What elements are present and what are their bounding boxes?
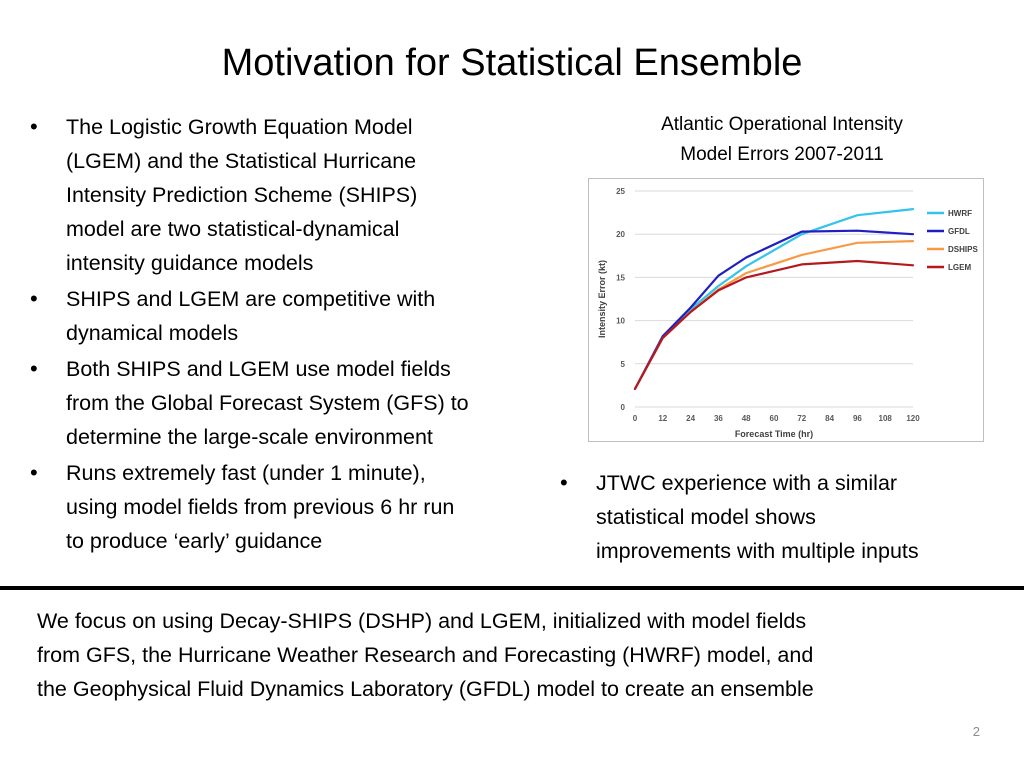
x-tick-label: 12 bbox=[658, 414, 667, 423]
bullet-line: Runs extremely fast (under 1 minute), bbox=[66, 461, 426, 485]
y-tick-label: 0 bbox=[621, 403, 626, 412]
x-tick-label: 48 bbox=[742, 414, 751, 423]
conclusion-text: We focus on using Decay-SHIPS (DSHP) and… bbox=[37, 604, 1012, 706]
bullet-line: The Logistic Growth Equation Model bbox=[66, 115, 413, 139]
chart-caption-line-2: Model Errors 2007-2011 bbox=[680, 144, 884, 165]
left-bullet-list: The Logistic Growth Equation Model (LGEM)… bbox=[24, 110, 554, 560]
chart-caption: Atlantic Operational Intensity Model Err… bbox=[590, 110, 974, 170]
slide-title: Motivation for Statistical Ensemble bbox=[221, 42, 803, 84]
bullet-line: determine the large-scale environment bbox=[66, 425, 433, 449]
x-tick-label: 72 bbox=[797, 414, 806, 423]
series-line-hwrf bbox=[633, 208, 915, 390]
x-tick-label: 36 bbox=[714, 414, 723, 423]
right-bullet: JTWC experience with a similar statistica… bbox=[554, 466, 1014, 568]
x-tick-label: 84 bbox=[825, 414, 834, 423]
bullet-line: (LGEM) and the Statistical Hurricane bbox=[66, 149, 417, 173]
x-tick-label: 60 bbox=[770, 414, 779, 423]
y-axis-label: Intensity Error (kt) bbox=[597, 260, 607, 338]
left-bullet: SHIPS and LGEM are competitive with dynam… bbox=[24, 282, 554, 350]
bullet-line: using model fields from previous 6 hr ru… bbox=[66, 495, 455, 519]
legend-label-lgem: LGEM bbox=[948, 263, 971, 272]
y-tick-label: 25 bbox=[616, 187, 625, 196]
series-line-dships bbox=[633, 239, 915, 390]
right-bullet-list: JTWC experience with a similar statistica… bbox=[554, 466, 1014, 570]
left-bullet: The Logistic Growth Equation Model (LGEM)… bbox=[24, 110, 554, 280]
page-number: 2 bbox=[972, 724, 980, 739]
left-bullet: Both SHIPS and LGEM use model fields from… bbox=[24, 352, 554, 454]
bullet-line: from the Global Forecast System (GFS) to bbox=[66, 391, 469, 415]
bullet-line: to produce ‘early’ guidance bbox=[66, 529, 323, 553]
conclusion-line: We focus on using Decay-SHIPS (DSHP) and… bbox=[37, 609, 807, 633]
y-tick-label: 10 bbox=[616, 317, 625, 326]
conclusion-line: from GFS, the Hurricane Weather Research… bbox=[37, 643, 814, 667]
x-tick-label: 0 bbox=[633, 414, 638, 423]
bullet-line: dynamical models bbox=[66, 321, 239, 345]
chart-caption-line-1: Atlantic Operational Intensity bbox=[661, 114, 903, 135]
x-tick-label: 120 bbox=[906, 414, 920, 423]
bullet-line: SHIPS and LGEM are competitive with bbox=[66, 287, 436, 311]
series-line-gfdl bbox=[633, 229, 915, 390]
x-axis-label: Forecast Time (hr) bbox=[735, 429, 813, 439]
bullet-line: improvements with multiple inputs bbox=[596, 539, 919, 563]
intensity-error-chart: 0 5 10 15 20 25 0 12 24 36 48 60 72 84 96 108 120 Forecas… bbox=[588, 178, 984, 442]
bullet-line: statistical model shows bbox=[596, 505, 816, 529]
conclusion-line: the Geophysical Fluid Dynamics Laborator… bbox=[37, 677, 814, 701]
chart-svg: 0 5 10 15 20 25 0 12 24 36 48 60 72 84 96 108 120 Forecas… bbox=[597, 187, 978, 439]
y-tick-label: 20 bbox=[616, 230, 625, 239]
bullet-line: intensity guidance models bbox=[66, 251, 314, 275]
left-bullet: Runs extremely fast (under 1 minute), usi… bbox=[24, 456, 554, 558]
y-tick-label: 15 bbox=[616, 273, 625, 282]
x-tick-label: 96 bbox=[853, 414, 862, 423]
legend-label-hwrf: HWRF bbox=[948, 209, 972, 218]
bullet-line: JTWC experience with a similar bbox=[596, 471, 898, 495]
series-line-lgem bbox=[633, 259, 915, 390]
legend-label-gfdl: GFDL bbox=[948, 227, 970, 236]
bullet-line: Intensity Prediction Scheme (SHIPS) bbox=[66, 183, 418, 207]
bullet-line: Both SHIPS and LGEM use model fields bbox=[66, 357, 451, 381]
x-tick-label: 24 bbox=[686, 414, 695, 423]
bullet-line: model are two statistical-dynamical bbox=[66, 217, 400, 241]
x-tick-label: 108 bbox=[879, 414, 893, 423]
y-tick-label: 5 bbox=[621, 360, 626, 369]
section-divider bbox=[0, 586, 1024, 590]
legend-label-dships: DSHIPS bbox=[948, 245, 978, 254]
